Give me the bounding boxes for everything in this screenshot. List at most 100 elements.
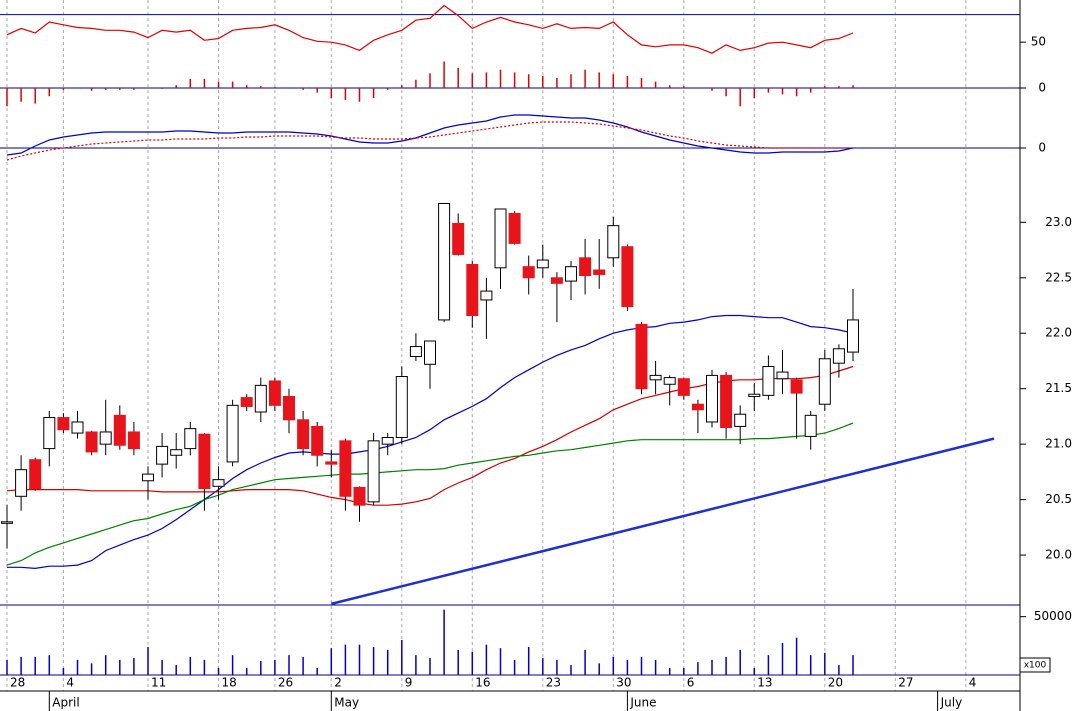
candle-body — [142, 473, 154, 482]
candle-body — [424, 340, 436, 365]
candle-body — [663, 377, 676, 385]
y-tick-label: 22.5 — [1045, 270, 1072, 284]
month-label: April — [52, 696, 79, 710]
y-tick-label: 0 — [1038, 81, 1046, 95]
candle-body — [198, 433, 211, 490]
candle-body — [353, 486, 366, 506]
candle-body — [85, 431, 98, 453]
candle-body — [832, 348, 845, 364]
candle-body — [339, 440, 352, 497]
x-tick-label: 27 — [898, 676, 913, 690]
month-label: July — [940, 696, 963, 710]
candle-body — [99, 431, 112, 445]
candle-body — [29, 459, 42, 490]
y-tick-label: 50 — [1031, 35, 1046, 49]
candle-body — [240, 397, 253, 407]
candle-body — [579, 257, 592, 277]
series-line — [7, 314, 854, 570]
candle-body — [57, 417, 70, 431]
candle-body — [212, 479, 225, 487]
candle-body — [522, 266, 535, 279]
candle-body — [381, 437, 394, 445]
x-tick-label: 30 — [616, 676, 631, 690]
y-tick-label: 22.0 — [1045, 326, 1072, 340]
candle-body — [550, 277, 563, 284]
month-label: May — [334, 696, 359, 710]
candle-body — [452, 222, 465, 255]
series-line — [6, 114, 854, 156]
x-tick-label: 26 — [278, 676, 293, 690]
candle-body — [508, 212, 521, 244]
candle-body — [762, 366, 775, 396]
unit-label: x100 — [1024, 661, 1047, 671]
candle-body — [691, 403, 704, 411]
candle-body — [734, 413, 747, 427]
candle-body — [720, 374, 733, 429]
candle-body — [395, 376, 408, 439]
candle-body — [706, 374, 718, 423]
x-tick-label: 4 — [66, 676, 74, 690]
candle-body — [649, 374, 662, 381]
y-tick-label: 23.0 — [1045, 215, 1072, 229]
series-line — [6, 4, 854, 54]
candle-body — [43, 417, 56, 450]
candle-body — [677, 378, 690, 396]
series-line — [6, 422, 854, 566]
y-tick-label: 20.5 — [1045, 492, 1072, 506]
trendline — [330, 437, 995, 606]
candle-body — [748, 393, 761, 397]
x-tick-label: 16 — [475, 676, 490, 690]
candle-body — [71, 421, 84, 434]
candle-body — [565, 266, 577, 282]
candle-body — [847, 319, 859, 353]
x-tick-label: 20 — [828, 676, 843, 690]
candle-body — [268, 380, 281, 406]
series-line — [6, 121, 853, 161]
candle-body — [156, 445, 169, 465]
candle-body — [804, 414, 817, 437]
candle-body — [776, 371, 789, 380]
y-tick-label: 20.0 — [1045, 548, 1072, 562]
x-tick-label: 11 — [151, 676, 166, 690]
candle-body — [536, 259, 549, 269]
candle-body — [184, 428, 197, 450]
candle-body — [15, 469, 28, 497]
candle-body — [254, 384, 267, 413]
y-tick-label: 21.5 — [1045, 381, 1072, 395]
x-tick-label: 18 — [222, 676, 237, 690]
candle-body — [311, 425, 324, 456]
candle-body — [480, 290, 493, 301]
candle-body — [1, 521, 13, 524]
candle-body — [170, 449, 183, 456]
month-label: June — [629, 696, 656, 710]
x-tick-label: 13 — [757, 676, 772, 690]
candle-body — [226, 404, 239, 463]
candle-body — [438, 202, 451, 321]
candle-body — [593, 269, 606, 275]
candle-body — [607, 225, 620, 259]
candle-body — [621, 246, 634, 308]
x-tick-label: 28 — [10, 676, 25, 690]
x-tick-label: 4 — [969, 676, 977, 690]
candle-body — [466, 263, 479, 316]
candle-body — [297, 419, 310, 450]
candle-body — [325, 461, 338, 465]
x-tick-label: 2 — [334, 676, 342, 690]
y-tick-label: 50000 — [1034, 609, 1072, 623]
candle-body — [818, 358, 831, 405]
x-tick-label: 6 — [687, 676, 695, 690]
candle-body — [494, 208, 507, 269]
candle-body — [127, 431, 140, 450]
x-tick-label: 23 — [546, 676, 561, 690]
candle-body — [635, 323, 648, 390]
x-tick-label: 9 — [405, 676, 413, 690]
y-tick-label: 21.0 — [1045, 437, 1072, 451]
candle-body — [790, 379, 803, 394]
candle-body — [113, 414, 126, 446]
candle-body — [283, 395, 295, 421]
candle-body — [367, 440, 380, 503]
y-tick-label: 0 — [1038, 141, 1046, 155]
candle-body — [409, 346, 422, 358]
